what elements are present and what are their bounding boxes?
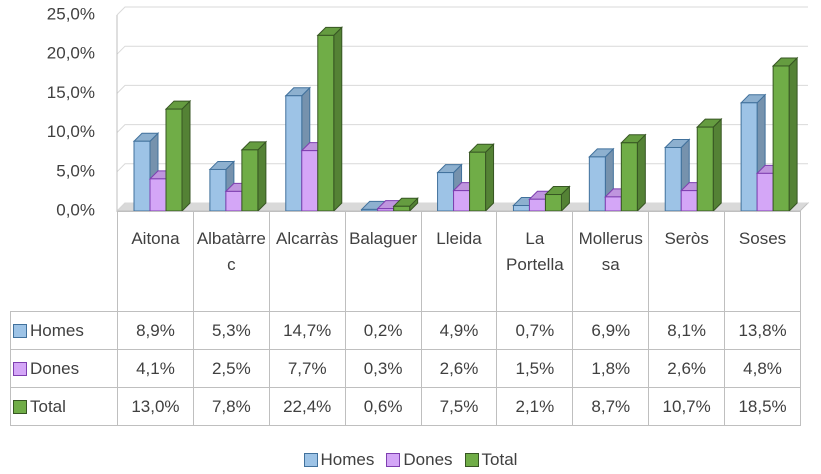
- series-name: Homes: [30, 320, 84, 340]
- legend-item: Homes: [303, 450, 375, 470]
- data-label: 6,9%: [572, 311, 650, 350]
- x-tick-label: La Portella: [496, 211, 574, 312]
- data-label: 0,3%: [344, 349, 422, 388]
- legend: Homes Dones Total: [0, 450, 821, 470]
- grid-line: [116, 6, 808, 16]
- data-label: 8,7%: [572, 387, 650, 426]
- bar: [225, 190, 243, 212]
- data-label: 2,6%: [648, 349, 726, 388]
- data-label: 2,5%: [192, 349, 270, 388]
- bar: [620, 142, 638, 212]
- bar: [588, 156, 606, 212]
- x-tick-label: Soses: [724, 211, 801, 312]
- bar: [756, 172, 774, 212]
- x-tick-label: Balaguer: [344, 211, 422, 312]
- data-label: 4,9%: [420, 311, 498, 350]
- data-label: 10,7%: [648, 387, 726, 426]
- bar: [453, 190, 471, 212]
- x-tick-label: Mollerussa: [572, 211, 650, 312]
- bar-side: [333, 26, 343, 213]
- legend-swatch: [464, 453, 479, 467]
- grid-line: [116, 84, 808, 94]
- data-label: 7,7%: [268, 349, 346, 388]
- bar: [437, 172, 455, 212]
- bar: [133, 140, 151, 212]
- legend-swatch: [13, 361, 27, 376]
- bar: [241, 149, 259, 212]
- series-name: Total: [30, 396, 66, 416]
- bar-side: [181, 99, 191, 213]
- data-label: 13,8%: [724, 311, 801, 350]
- bar-side: [712, 117, 722, 213]
- bar: [604, 196, 622, 212]
- data-label: 4,1%: [117, 349, 194, 388]
- data-label: 18,5%: [724, 387, 801, 426]
- bar-side: [485, 142, 495, 213]
- data-label: 7,8%: [192, 387, 270, 426]
- data-label: 1,8%: [572, 349, 650, 388]
- bar: [544, 194, 562, 212]
- data-label: 22,4%: [268, 387, 346, 426]
- y-tick-label: 5,0%: [56, 161, 95, 180]
- series-name: Dones: [30, 358, 80, 378]
- x-tick-label: Seròs: [648, 211, 726, 312]
- legend-swatch: [386, 453, 401, 467]
- legend-item: Dones: [386, 450, 453, 470]
- y-tick-label: 0,0%: [56, 200, 95, 219]
- data-label: 0,2%: [344, 311, 422, 350]
- data-label: 4,8%: [724, 349, 801, 388]
- data-label: 7,5%: [420, 387, 498, 426]
- legend-label: Dones: [403, 450, 453, 469]
- legend-swatch: [13, 399, 27, 414]
- data-label: 1,5%: [496, 349, 574, 388]
- table-row-header: Dones: [10, 349, 118, 388]
- bar: [664, 146, 682, 212]
- y-tick-label: 10,0%: [47, 122, 95, 141]
- x-tick-label: Lleida: [420, 211, 498, 312]
- bar: [149, 178, 167, 212]
- data-label: 8,1%: [648, 311, 726, 350]
- data-label: 0,7%: [496, 311, 574, 350]
- bar-side: [257, 140, 267, 213]
- x-tick-label: Aitona: [117, 211, 194, 312]
- data-label: 14,7%: [268, 311, 346, 350]
- data-label: 5,3%: [192, 311, 270, 350]
- bar: [696, 126, 714, 212]
- bar: [165, 108, 183, 212]
- legend-swatch: [303, 453, 318, 467]
- data-label: 13,0%: [117, 387, 194, 426]
- x-tick-label: Albatàrrec: [192, 211, 270, 312]
- bar-side: [788, 56, 798, 213]
- grid-line: [116, 45, 808, 55]
- bar: [209, 168, 227, 212]
- grid-line: [116, 124, 808, 133]
- bar: [469, 151, 487, 212]
- data-label: 8,9%: [117, 311, 194, 350]
- y-tick-label: 25,0%: [47, 4, 95, 23]
- data-label: 2,1%: [496, 387, 574, 426]
- grid-line: [116, 202, 808, 212]
- legend-swatch: [13, 323, 27, 338]
- bar: [528, 198, 546, 212]
- legend-label: Homes: [320, 450, 375, 469]
- bar: [317, 34, 335, 212]
- grid-line: [116, 163, 808, 173]
- data-label: 0,6%: [344, 387, 422, 426]
- bar: [740, 102, 758, 212]
- bar-side: [636, 133, 646, 213]
- bar: [680, 190, 698, 212]
- table-row-header: Homes: [10, 311, 118, 350]
- y-tick-label: 15,0%: [47, 83, 95, 102]
- legend-label: Total: [481, 450, 518, 469]
- y-tick-label: 20,0%: [47, 44, 95, 63]
- table-row-header: Total: [10, 387, 118, 426]
- bar: [772, 65, 790, 212]
- legend-item: Total: [464, 450, 518, 470]
- bar: [285, 95, 303, 212]
- data-label: 2,6%: [420, 349, 498, 388]
- bar: [301, 150, 319, 212]
- x-tick-label: Alcarràs: [268, 211, 346, 312]
